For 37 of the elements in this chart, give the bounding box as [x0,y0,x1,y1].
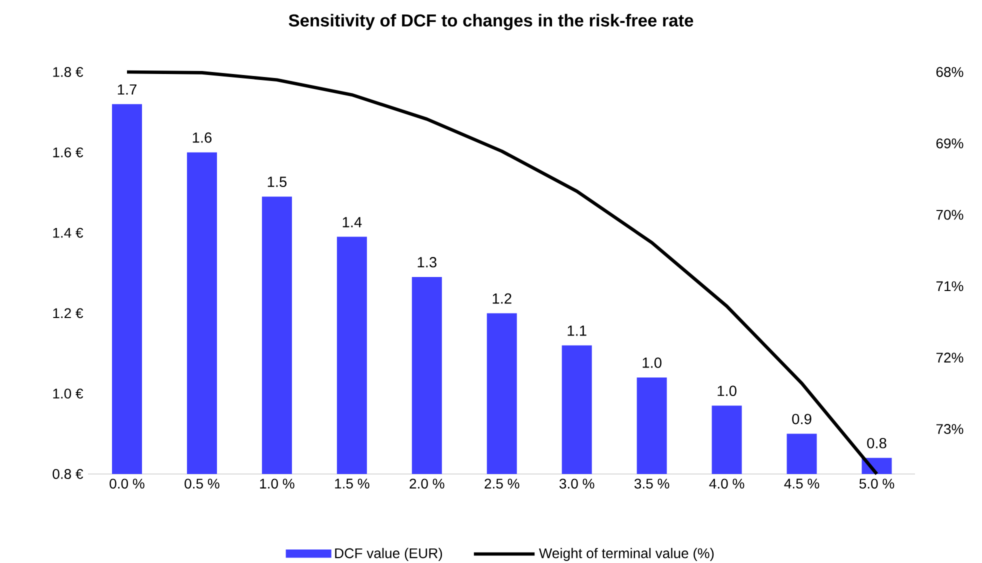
legend-label: DCF value (EUR) [335,548,442,561]
data-label: 1.7 [118,84,136,95]
data-label: 1.6 [192,132,212,143]
x-tick-label: 2.5 % [484,478,520,489]
y-tick-label: 0.8 € [52,469,84,479]
data-label: 1.0 [642,358,662,368]
y-tick-label: 1.2 € [53,308,84,318]
chart-title: Sensitivity of DCF to changes in the risk-free rate [288,14,694,30]
data-label: 0.9 [792,414,812,424]
y-tick-label: 1.4 € [53,228,84,238]
data-label: 0.8 [867,438,886,448]
data-label: 1.2 [492,293,512,304]
y2-tick-label: 72% [936,352,964,363]
x-tick-label: 1.5 % [335,478,370,489]
x-tick-label: 2.0 % [410,478,444,489]
x-tick-label: 0.0 % [110,478,144,489]
y2-tick-label: 73% [936,424,964,434]
y-tick-label: 1.6 € [53,147,84,158]
y-tick-label: 1.0 € [53,388,84,399]
x-tick-label: 4.5 % [784,478,820,489]
legend-label: Weight of terminal value (%) [539,548,714,561]
y2-tick-label: 70% [936,210,964,220]
data-label: 1.4 [342,217,362,228]
x-tick-label: 4.0 % [709,478,744,489]
x-tick-label: 3.5 % [634,478,670,489]
x-tick-label: 1.0 % [260,478,294,489]
x-tick-label: 0.5 % [184,478,220,489]
y2-tick-label: 68% [936,67,964,77]
data-label: 1.1 [568,326,586,336]
x-tick-label: 5.0 % [859,478,894,489]
data-label: 1.0 [718,386,736,396]
data-label: 1.5 [268,176,287,188]
data-label: 1.3 [418,257,436,268]
y2-tick-label: 69% [936,138,964,148]
y-tick-label: 1.8 € [53,67,84,77]
x-tick-label: 3.0 % [559,478,594,489]
y2-tick-label: 71% [936,281,964,292]
